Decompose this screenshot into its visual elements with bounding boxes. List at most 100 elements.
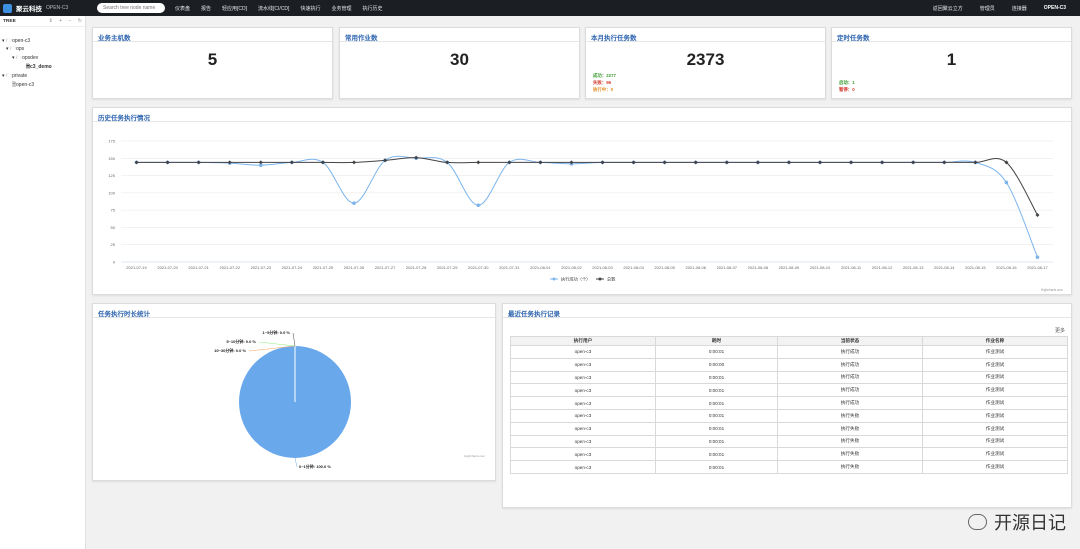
series-point-total[interactable]	[600, 160, 605, 165]
tree-node-private-open-c3[interactable]: 🗎open-c3	[12, 82, 35, 88]
series-point-total[interactable]	[134, 160, 139, 165]
series-point-total[interactable]	[165, 160, 170, 165]
nav-admin[interactable]: 管理员	[979, 5, 995, 12]
series-point-total[interactable]	[476, 160, 481, 165]
series-point-total[interactable]	[227, 160, 232, 165]
cell-user: open-c3	[510, 434, 656, 449]
legend-marker	[552, 277, 556, 281]
series-point-success[interactable]	[476, 203, 481, 208]
x-tick-label: 2021-08-13	[903, 265, 924, 270]
tree-refresh-icon[interactable]: ↻	[77, 18, 82, 24]
nav-quick-exec[interactable]: 快速执行	[300, 5, 321, 12]
legend-item[interactable]: 总数	[596, 276, 616, 283]
series-point-success[interactable]	[259, 163, 263, 167]
cell-duration: 0:00:00	[654, 357, 779, 372]
series-point-success[interactable]	[352, 201, 356, 206]
chart-credit[interactable]: Highcharts.com	[464, 454, 485, 458]
cell-status: 执行成功	[777, 357, 923, 372]
tree-remove-icon[interactable]: −	[68, 18, 72, 24]
stat-title: 业务主机数	[93, 28, 332, 42]
series-point-success[interactable]	[1035, 255, 1040, 259]
series-point-total[interactable]	[507, 160, 512, 165]
tree-add-icon[interactable]: +	[59, 18, 63, 24]
series-point-total[interactable]	[942, 160, 947, 165]
legend-item[interactable]: 执行成功（个）	[550, 276, 590, 283]
series-point-total[interactable]	[662, 160, 667, 165]
series-point-total[interactable]	[383, 158, 388, 163]
tree-sidebar: TREE ⇕ + − ↻ ▾ 🗁open-c3 ▾ 🗁ops ▾ 🗁opsdev…	[0, 16, 86, 549]
table-row[interactable]: open-c3 0:00:01 执行失败 作业测试	[510, 460, 1068, 474]
tree-expand-icon[interactable]: ⇕	[48, 18, 53, 24]
series-point-total[interactable]	[693, 160, 698, 165]
series-point-total[interactable]	[911, 160, 916, 165]
table-row[interactable]: open-c3 0:00:01 执行成功 作业测试	[510, 383, 1068, 398]
series-point-total[interactable]	[973, 160, 978, 165]
series-point-total[interactable]	[880, 160, 885, 165]
table-row[interactable]: open-c3 0:00:01 执行失败 作业测试	[510, 421, 1068, 436]
series-point-total[interactable]	[289, 160, 294, 165]
more-link[interactable]: 更多	[1054, 328, 1065, 334]
x-tick-label: 2021-08-14	[934, 265, 955, 270]
folder-icon: ▾ 🗁	[12, 55, 23, 61]
series-point-total[interactable]	[414, 155, 419, 160]
tree-node-opsdev[interactable]: ▾ 🗁opsdev	[12, 55, 39, 61]
tree-node-open-c3[interactable]: ▾ 🗁open-c3	[2, 38, 31, 44]
pie-data-label: 1~5分钟: 0.0 %	[263, 329, 291, 335]
stat-title: 定时任务数	[832, 28, 1071, 42]
series-point-total[interactable]	[724, 160, 729, 165]
cell-duration: 0:00:01	[654, 434, 779, 449]
series-point-success[interactable]	[1004, 180, 1009, 185]
nav-user-menu[interactable]: OPEN-C3	[1043, 5, 1066, 11]
pie-label-connector	[248, 345, 296, 352]
nav-connector[interactable]: 连接器	[1011, 5, 1027, 12]
series-point-total[interactable]	[538, 160, 543, 165]
series-point-total[interactable]	[849, 160, 854, 165]
legend-label: 执行成功（个）	[561, 276, 590, 283]
table-row[interactable]: open-c3 0:00:01 执行成功 作业测试	[510, 345, 1068, 359]
series-point-total[interactable]	[755, 160, 760, 165]
table-row[interactable]: open-c3 0:00:01 执行成功 作业测试	[510, 396, 1068, 410]
history-chart-card: 历史任务执行情况 0 25 50 75 100 125 150 175 2021-07-19 20…	[92, 107, 1072, 295]
series-point-total[interactable]	[258, 160, 263, 165]
nav-back-cube[interactable]: 返回聚云立方	[932, 5, 963, 12]
table-row[interactable]: open-c3 0:00:00 执行成功 作业测试	[510, 357, 1068, 372]
table-row[interactable]: open-c3 0:00:01 执行成功 作业测试	[510, 370, 1068, 385]
table-row[interactable]: open-c3 0:00:01 执行失败 作业测试	[510, 434, 1068, 449]
nav-history[interactable]: 执行历史	[362, 5, 383, 12]
series-point-total[interactable]	[320, 160, 325, 165]
series-point-total[interactable]	[631, 160, 636, 165]
cell-user: open-c3	[510, 345, 656, 359]
series-point-total[interactable]	[1004, 160, 1009, 165]
nav-business[interactable]: 业务管理	[331, 5, 352, 12]
series-point-total[interactable]	[1035, 212, 1040, 217]
stat-value: 5	[207, 50, 218, 69]
series-point-total[interactable]	[445, 160, 450, 165]
cell-user: open-c3	[510, 357, 656, 372]
cell-job-name: 作业测试	[922, 396, 1068, 410]
stat-success: 成功：2277	[593, 73, 616, 78]
tree-node-private[interactable]: ▾ 🗁private	[2, 73, 28, 79]
stat-card-monthly-tasks: 本月执行任务数 2373 成功：2277 失败：96 执行中：0	[585, 27, 826, 99]
series-point-total[interactable]	[569, 160, 574, 165]
series-point-total[interactable]	[786, 160, 791, 165]
legend-marker	[598, 277, 602, 281]
tree-search-input[interactable]	[97, 3, 165, 13]
brand-logo[interactable]: 聚云科技 OPEN-C3	[3, 3, 91, 13]
tree-node-c3-demo[interactable]: 🗎c3_demo	[26, 64, 52, 70]
series-point-total[interactable]	[352, 160, 356, 165]
watermark-text: 开源日记	[994, 513, 1066, 533]
cell-user: open-c3	[510, 396, 656, 410]
series-point-total[interactable]	[818, 160, 822, 165]
series-point-total[interactable]	[196, 160, 201, 165]
folder-icon: ▾ 🗁	[2, 38, 13, 44]
nav-dashboard[interactable]: 仪表盘	[175, 5, 191, 12]
nav-report[interactable]: 报告	[201, 5, 212, 12]
tree-node-ops[interactable]: ▾ 🗁ops	[6, 46, 25, 52]
table-row[interactable]: open-c3 0:00:01 执行失败 作业测试	[510, 447, 1068, 462]
table-row[interactable]: open-c3 0:00:01 执行失败 作业测试	[510, 408, 1068, 423]
nav-pipeline[interactable]: 流水线[CI/CD]	[258, 5, 290, 12]
nav-light-app[interactable]: 轻应用[CD]	[222, 5, 248, 12]
file-icon: 🗎	[26, 64, 31, 70]
chart-credit[interactable]: Highcharts.com	[1041, 288, 1063, 292]
main-nav: 仪表盘 报告 轻应用[CD] 流水线[CI/CD] 快速执行 业务管理 执行历史	[175, 5, 393, 12]
